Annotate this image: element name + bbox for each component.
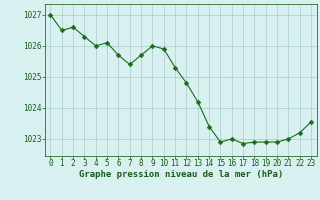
X-axis label: Graphe pression niveau de la mer (hPa): Graphe pression niveau de la mer (hPa) bbox=[79, 170, 283, 179]
